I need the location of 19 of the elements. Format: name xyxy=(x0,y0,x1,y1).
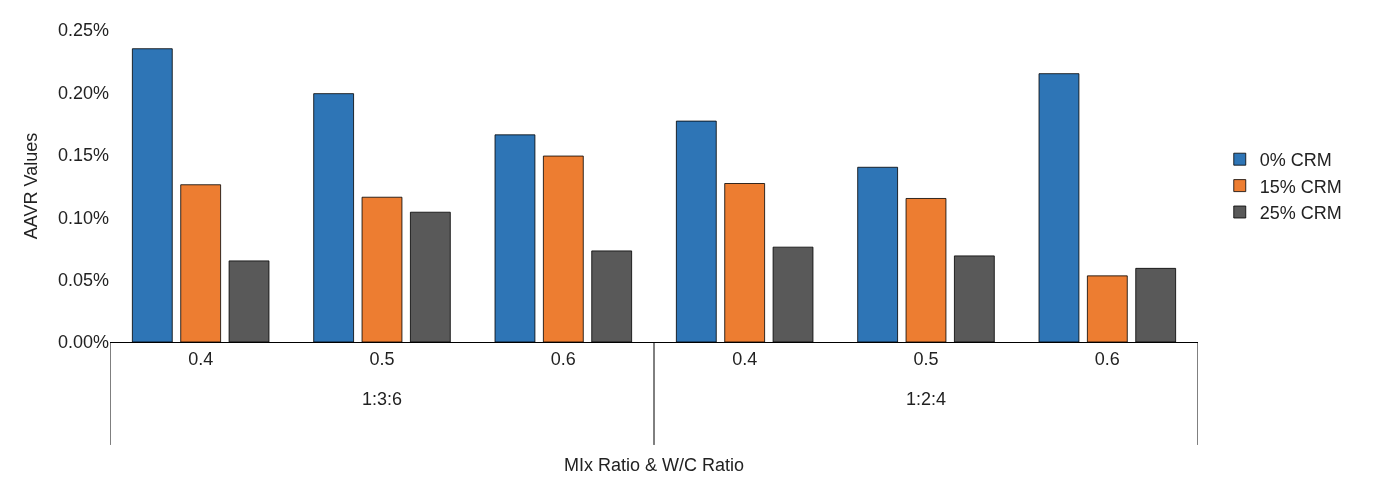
legend-label: 0% CRM xyxy=(1259,150,1332,171)
y-tick-label: 0.10% xyxy=(57,207,109,228)
x-tick-label: 0.5 xyxy=(369,348,395,369)
x-axis-title: MIx Ratio & W/C Ratio xyxy=(563,454,745,475)
x-tick-label: 0.6 xyxy=(550,348,576,369)
y-tick-label: 0.20% xyxy=(57,82,109,103)
legend-label: 25% CRM xyxy=(1259,203,1342,224)
legend-label: 15% CRM xyxy=(1259,176,1342,197)
y-tick-label: 0.15% xyxy=(57,145,109,166)
y-tick-label: 0.05% xyxy=(57,269,109,290)
text: 1:2:4 xyxy=(906,389,947,409)
text: 1:3:6 xyxy=(362,389,403,409)
y-tick-label: 0.00% xyxy=(57,332,109,353)
y-tick-label: 0.25% xyxy=(57,20,109,41)
x-tick-label: 0.6 xyxy=(1094,348,1120,369)
x-tick-label: 0.4 xyxy=(732,348,758,369)
x-tick-label: 0.4 xyxy=(188,348,214,369)
x-tick-label: 0.5 xyxy=(913,348,939,369)
y-axis-title: AAVR Values xyxy=(21,132,42,240)
